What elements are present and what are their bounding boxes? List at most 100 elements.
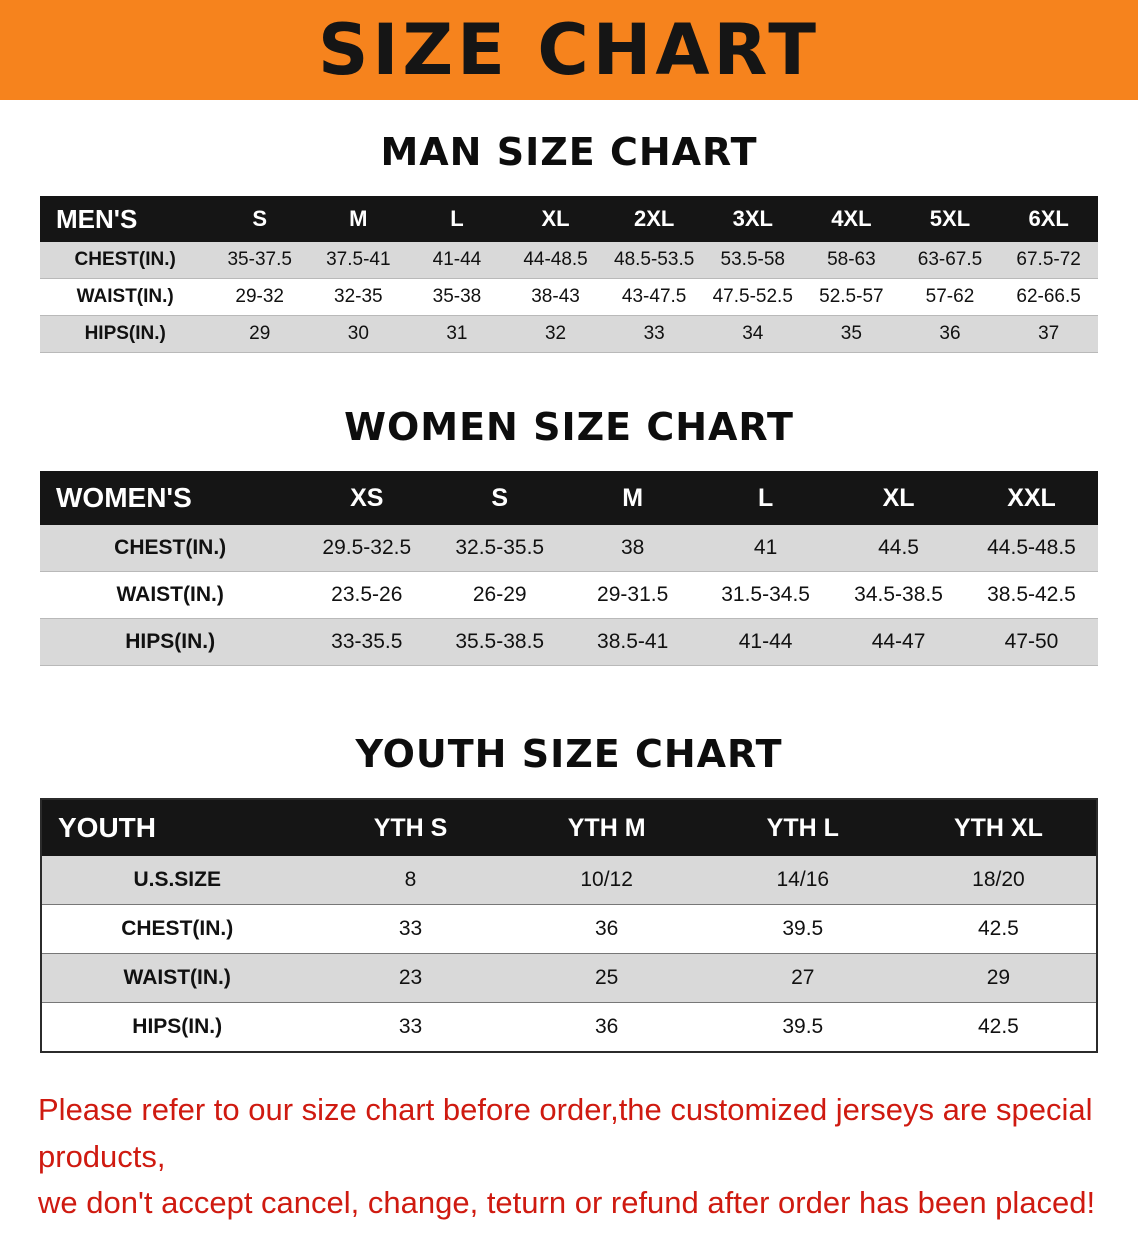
- youth-section-heading: YOUTH SIZE CHART: [355, 732, 783, 776]
- value-cell: 38-43: [506, 278, 605, 316]
- banner: SIZE CHART: [0, 0, 1138, 100]
- size-header-cell: S: [433, 471, 567, 525]
- value-cell: 44.5-48.5: [965, 525, 1098, 572]
- row-label-cell: HIPS(IN.): [40, 618, 301, 666]
- value-cell: 32: [506, 315, 605, 353]
- value-cell: 25: [508, 953, 705, 1003]
- measurement-row: WAIST(IN.) 29-32 32-35 35-38 38-43 43-47.5 47.…: [40, 278, 1098, 316]
- value-cell: 33: [604, 315, 704, 353]
- size-header-cell: 3XL: [703, 196, 803, 242]
- value-cell: 36: [508, 904, 705, 954]
- youth-size-table: YOUTH YTH S YTH M YTH L YTH XL U.S.SIZE 8 10/12…: [40, 798, 1098, 1053]
- disclaimer: Please refer to our size chart before or…: [38, 1087, 1100, 1227]
- value-cell: 33: [312, 904, 509, 954]
- disclaimer-line-1: Please refer to our size chart before or…: [38, 1092, 1093, 1174]
- value-cell: 38.5-42.5: [965, 571, 1098, 619]
- value-cell: 33: [312, 1002, 509, 1053]
- measurement-row: HIPS(IN.) 29 30 31 32 33 34 35 36 37: [40, 315, 1098, 353]
- value-cell: 33-35.5: [300, 618, 434, 666]
- value-cell: 10/12: [508, 856, 705, 905]
- size-header-cell: 5XL: [900, 196, 1000, 242]
- youth-size-chart-section: YOUTH SIZE CHART YOUTH YTH S YTH M YTH L YTH…: [0, 732, 1138, 1053]
- measurement-row: WAIST(IN.) 23 25 27 29: [41, 953, 1097, 1003]
- value-cell: 31: [407, 315, 507, 353]
- row-label-cell: CHEST(IN.): [41, 904, 313, 954]
- women-size-chart-section: WOMEN SIZE CHART WOMEN'S XS S M L XL XXL CHEST(…: [0, 405, 1138, 666]
- value-cell: 52.5-57: [802, 278, 901, 316]
- value-cell: 18/20: [900, 856, 1097, 905]
- value-cell: 67.5-72: [999, 242, 1098, 279]
- size-header-cell: M: [309, 196, 408, 242]
- size-charts-main: MAN SIZE CHART MEN'S S M L XL 2XL 3XL 4XL 5XL 6XL…: [0, 130, 1138, 1053]
- disclaimer-line-2: we don't accept cancel, change, teturn o…: [38, 1185, 1096, 1220]
- size-header-cell: XL: [832, 471, 966, 525]
- measurement-row: CHEST(IN.) 29.5-32.5 32.5-35.5 38 41 44.5 44.5…: [40, 525, 1098, 572]
- value-cell: 27: [704, 953, 901, 1003]
- value-cell: 29-32: [210, 278, 310, 316]
- men-size-table: MEN'S S M L XL 2XL 3XL 4XL 5XL 6XL CHEST(IN.) 35-37…: [40, 196, 1098, 353]
- value-cell: 34: [703, 315, 803, 353]
- man-size-chart-section: MAN SIZE CHART MEN'S S M L XL 2XL 3XL 4XL 5XL 6XL…: [0, 130, 1138, 353]
- row-label-cell: CHEST(IN.): [40, 525, 301, 572]
- measurement-row: U.S.SIZE 8 10/12 14/16 18/20: [41, 856, 1097, 905]
- value-cell: 35: [802, 315, 901, 353]
- size-header-cell: 2XL: [604, 196, 704, 242]
- value-cell: 31.5-34.5: [699, 571, 833, 619]
- table-title-cell: WOMEN'S: [40, 471, 301, 525]
- table-header-row: YOUTH YTH S YTH M YTH L YTH XL: [41, 799, 1097, 856]
- row-label-cell: WAIST(IN.): [41, 953, 313, 1003]
- man-section-heading: MAN SIZE CHART: [380, 130, 758, 174]
- value-cell: 29.5-32.5: [300, 525, 434, 572]
- value-cell: 30: [309, 315, 408, 353]
- value-cell: 42.5: [900, 1002, 1097, 1053]
- row-label-cell: WAIST(IN.): [40, 571, 301, 619]
- value-cell: 41: [699, 525, 833, 572]
- size-header-cell: M: [566, 471, 700, 525]
- value-cell: 34.5-38.5: [832, 571, 966, 619]
- table-header-row: WOMEN'S XS S M L XL XXL: [40, 471, 1098, 525]
- value-cell: 26-29: [433, 571, 567, 619]
- value-cell: 14/16: [704, 856, 901, 905]
- row-label-cell: HIPS(IN.): [41, 1002, 313, 1053]
- value-cell: 57-62: [900, 278, 1000, 316]
- size-header-cell: XS: [300, 471, 434, 525]
- row-label-cell: U.S.SIZE: [41, 856, 313, 905]
- value-cell: 29: [210, 315, 310, 353]
- value-cell: 44.5: [832, 525, 966, 572]
- value-cell: 44-48.5: [506, 242, 605, 279]
- value-cell: 29: [900, 953, 1097, 1003]
- value-cell: 38.5-41: [566, 618, 700, 666]
- row-label-cell: HIPS(IN.): [40, 315, 211, 353]
- row-label-cell: WAIST(IN.): [40, 278, 211, 316]
- value-cell: 58-63: [802, 242, 901, 279]
- value-cell: 37.5-41: [309, 242, 408, 279]
- table-header-row: MEN'S S M L XL 2XL 3XL 4XL 5XL 6XL: [40, 196, 1098, 242]
- value-cell: 38: [566, 525, 700, 572]
- value-cell: 35-37.5: [210, 242, 310, 279]
- size-header-cell: YTH M: [508, 799, 705, 856]
- value-cell: 36: [900, 315, 1000, 353]
- measurement-row: WAIST(IN.) 23.5-26 26-29 29-31.5 31.5-34.5 34…: [40, 571, 1098, 619]
- measurement-row: CHEST(IN.) 35-37.5 37.5-41 41-44 44-48.5 48.5…: [40, 242, 1098, 279]
- page-title: SIZE CHART: [317, 9, 821, 91]
- size-header-cell: 4XL: [802, 196, 901, 242]
- value-cell: 8: [312, 856, 509, 905]
- size-header-cell: L: [699, 471, 833, 525]
- value-cell: 36: [508, 1002, 705, 1053]
- value-cell: 63-67.5: [900, 242, 1000, 279]
- value-cell: 48.5-53.5: [604, 242, 704, 279]
- size-header-cell: L: [407, 196, 507, 242]
- value-cell: 53.5-58: [703, 242, 803, 279]
- value-cell: 35.5-38.5: [433, 618, 567, 666]
- size-header-cell: XL: [506, 196, 605, 242]
- value-cell: 47-50: [965, 618, 1098, 666]
- value-cell: 23.5-26: [300, 571, 434, 619]
- value-cell: 32-35: [309, 278, 408, 316]
- size-header-cell: S: [210, 196, 310, 242]
- women-section-heading: WOMEN SIZE CHART: [344, 405, 794, 449]
- value-cell: 44-47: [832, 618, 966, 666]
- value-cell: 23: [312, 953, 509, 1003]
- size-header-cell: YTH L: [704, 799, 901, 856]
- value-cell: 47.5-52.5: [703, 278, 803, 316]
